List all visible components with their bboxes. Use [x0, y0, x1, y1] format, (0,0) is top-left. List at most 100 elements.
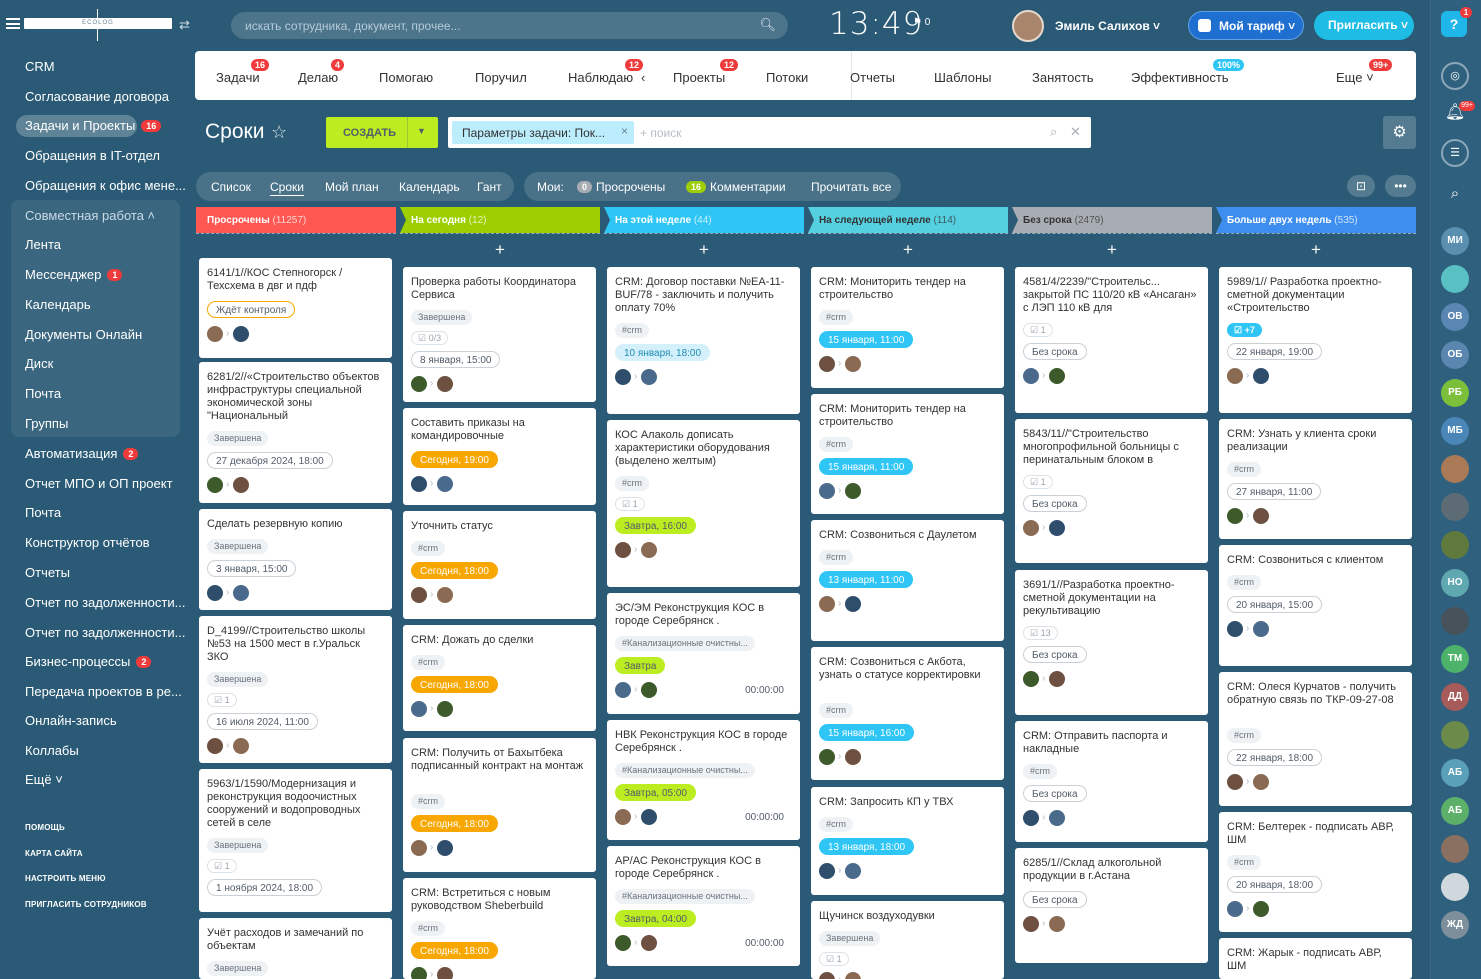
responsible-avatar[interactable]: [437, 376, 453, 392]
task-tag[interactable]: Завершена: [207, 431, 269, 446]
deadline-badge[interactable]: Сегодня, 18:00: [411, 676, 498, 693]
deadline-badge[interactable]: 15 января, 11:00: [819, 458, 914, 475]
create-button[interactable]: СОЗДАТЬ ▼: [326, 117, 438, 148]
colleague-avatar[interactable]: [1441, 721, 1469, 749]
task-title[interactable]: D_4199//Строительство школы №53 на 1500 …: [207, 625, 366, 663]
add-task-button[interactable]: +: [1107, 240, 1117, 259]
sidebar-item[interactable]: Обращения к офис мене...: [25, 178, 186, 193]
responsible-avatar[interactable]: [1253, 368, 1269, 384]
colleague-avatar[interactable]: МБ: [1441, 417, 1469, 445]
sidebar-item[interactable]: Передача проектов в ре...: [25, 684, 182, 699]
close-icon[interactable]: ✕: [1070, 124, 1081, 139]
task-title[interactable]: 4581/4/2239/"Строительс... закрытой ПС 1…: [1023, 276, 1197, 314]
colleague-avatar[interactable]: АБ: [1441, 759, 1469, 787]
sidebar-item[interactable]: Онлайн-запись: [25, 713, 117, 728]
task-title[interactable]: 6141/1//КОС Степногорск / Техсхема в двг…: [207, 267, 343, 292]
task-tag[interactable]: #crm: [615, 323, 649, 338]
creator-avatar[interactable]: [207, 477, 223, 493]
creator-avatar[interactable]: [1023, 368, 1039, 384]
task-card[interactable]: Сделать резервную копию Завершена 3 января…: [199, 509, 392, 610]
responsible-avatar[interactable]: [1253, 508, 1269, 524]
task-title[interactable]: КОС Алаколь дописать характеристики обор…: [615, 429, 770, 467]
tab[interactable]: Проекты: [673, 70, 726, 85]
task-card[interactable]: 6281/2//«Строительство объектов инфрастр…: [199, 362, 392, 503]
task-title[interactable]: CRM: Олеся Курчатов - получить обратную …: [1227, 681, 1396, 706]
search-icon[interactable]: ⌕: [1050, 124, 1058, 139]
tariff-button[interactable]: Мой тариф ˅: [1188, 11, 1304, 40]
deadline-badge[interactable]: 15 января, 11:00: [819, 331, 914, 348]
task-tag[interactable]: #crm: [1227, 462, 1261, 477]
responsible-avatar[interactable]: [233, 477, 249, 493]
user-name[interactable]: Эмиль Салихов ˅: [1055, 19, 1161, 33]
creator-avatar[interactable]: [411, 376, 427, 392]
gear-icon[interactable]: ⚙: [1383, 116, 1416, 149]
sidebar-item[interactable]: Группы: [25, 416, 69, 431]
deadline-badge[interactable]: 22 января, 18:00: [1227, 749, 1323, 766]
task-tag[interactable]: Завершена: [819, 931, 881, 946]
deadline-badge[interactable]: 27 января, 11:00: [1227, 483, 1322, 500]
tab[interactable]: Шаблоны: [934, 70, 992, 85]
responsible-avatar[interactable]: [1049, 520, 1065, 536]
tab[interactable]: Потоки: [766, 70, 809, 85]
sidebar-item[interactable]: Отчеты: [25, 565, 70, 580]
task-tag[interactable]: #crm: [1227, 728, 1261, 743]
task-title[interactable]: CRM: Дожать до сделки: [411, 634, 534, 646]
responsible-avatar[interactable]: [437, 840, 453, 856]
task-title[interactable]: CRM: Встретиться с новым руководством Sh…: [411, 887, 551, 912]
sidebar-item[interactable]: Задачи и Проекты 16: [25, 118, 162, 133]
task-title[interactable]: Уточнить статус: [411, 520, 493, 532]
task-card[interactable]: CRM: Встретиться с новым руководством Sh…: [403, 878, 596, 979]
read-all-button[interactable]: Прочитать все: [811, 180, 892, 194]
sidebar-item[interactable]: Автоматизация 2: [25, 446, 139, 461]
tab[interactable]: Отчеты: [850, 70, 895, 85]
task-title[interactable]: Щучинск воздуходувки: [819, 910, 935, 922]
responsible-avatar[interactable]: [233, 585, 249, 601]
creator-avatar[interactable]: [411, 701, 427, 717]
task-tag[interactable]: #crm: [1227, 575, 1261, 590]
sidebar-item[interactable]: Почта: [25, 505, 62, 520]
user-avatar[interactable]: [1012, 10, 1044, 42]
task-tag[interactable]: #crm: [819, 550, 853, 565]
deadline-badge[interactable]: 1 ноября 2024, 18:00: [207, 879, 323, 896]
task-card[interactable]: CRM: Созвониться с клиентом #crm 20 января…: [1219, 545, 1412, 666]
responsible-avatar[interactable]: [437, 967, 453, 979]
deadline-badge[interactable]: Завтра, 16:00: [615, 517, 696, 534]
deadline-badge[interactable]: 10 января, 18:00: [615, 344, 711, 361]
task-card[interactable]: CRM: Созвониться с Акбота, узнать о стат…: [811, 647, 1004, 780]
colleague-avatar[interactable]: [1441, 455, 1469, 483]
responsible-avatar[interactable]: [845, 483, 861, 499]
deadline-badge[interactable]: Завтра: [615, 657, 666, 674]
task-card[interactable]: Проверка работы Координатора Сервиса Заве…: [403, 267, 596, 402]
task-tag[interactable]: #crm: [411, 921, 445, 936]
task-card[interactable]: CRM: Мониторить тендер на строительство #…: [811, 267, 1004, 388]
task-card[interactable]: CRM: Получить от Бахытбека подписанный к…: [403, 738, 596, 872]
deadline-badge[interactable]: Сегодня, 18:00: [411, 562, 498, 579]
task-card[interactable]: Щучинск воздуходувки Завершена ☑ 1 ›: [811, 901, 1004, 979]
creator-avatar[interactable]: [819, 483, 835, 499]
chat-icon[interactable]: ☰: [1441, 139, 1469, 167]
add-task-button[interactable]: +: [699, 240, 709, 259]
task-title[interactable]: CRM: Договор поставки №EA-11-BUF/78 - за…: [615, 276, 785, 314]
task-title[interactable]: Проверка работы Координатора Сервиса: [411, 276, 577, 301]
responsible-avatar[interactable]: [233, 326, 249, 342]
responsible-avatar[interactable]: [1049, 368, 1065, 384]
task-title[interactable]: АР/АС Реконструкция КОС в городе Серебря…: [615, 855, 761, 880]
responsible-avatar[interactable]: [641, 542, 657, 558]
responsible-avatar[interactable]: [1049, 671, 1065, 687]
add-task-button[interactable]: +: [903, 240, 913, 259]
colleague-avatar[interactable]: [1441, 265, 1469, 293]
creator-avatar[interactable]: [1023, 916, 1039, 932]
flag-counter[interactable]: ⚑ 0: [913, 17, 931, 28]
task-title[interactable]: 5843/11//"Строительство многопрофильной …: [1023, 428, 1179, 466]
sidebar-item[interactable]: Ещё ˅: [25, 772, 63, 787]
time-tracker[interactable]: 00:00:00: [745, 812, 784, 823]
creator-avatar[interactable]: [615, 809, 631, 825]
colleague-avatar[interactable]: ОВ: [1441, 303, 1469, 331]
task-tag[interactable]: #crm: [411, 541, 445, 556]
colleague-avatar[interactable]: [1441, 873, 1469, 901]
sidebar-item[interactable]: Конструктор отчётов: [25, 535, 150, 550]
responsible-avatar[interactable]: [1049, 916, 1065, 932]
task-tag[interactable]: Завершена: [207, 838, 269, 853]
deadline-badge[interactable]: Без срока: [1023, 785, 1087, 802]
chevron-down-icon[interactable]: ▼: [417, 126, 426, 136]
